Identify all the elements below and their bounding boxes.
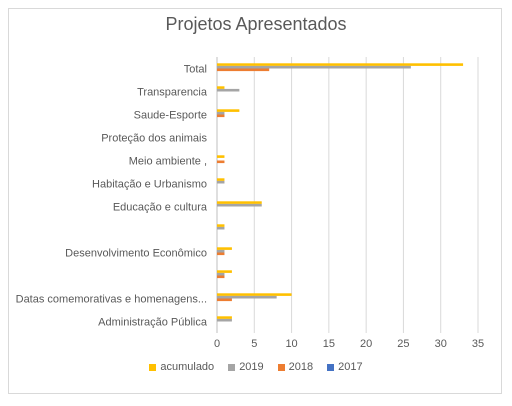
bar-acumulado — [217, 270, 232, 273]
legend-item: 2019 — [228, 361, 264, 373]
legend-label: acumulado — [160, 361, 215, 373]
bar-acumulado — [217, 247, 232, 250]
bar-acumulado — [217, 201, 262, 204]
legend-swatch — [228, 363, 236, 371]
legend-label: 2017 — [338, 361, 363, 373]
bar-2018 — [217, 298, 232, 302]
bar-2018 — [217, 160, 225, 164]
bar-acumulado — [217, 86, 225, 89]
bar-2018 — [217, 68, 270, 72]
legend-item: 2018 — [277, 361, 314, 373]
x-tick-label: 30 — [435, 338, 447, 350]
x-tick-label: 35 — [472, 338, 484, 350]
bar-acumulado — [217, 178, 225, 181]
legend: acumulado 2019 2018 2017 — [0, 361, 512, 373]
legend-label: 2019 — [239, 361, 264, 373]
bar-2019 — [217, 180, 225, 184]
chart-frame — [8, 8, 502, 394]
category-label: Total — [184, 64, 207, 76]
bar-2019 — [217, 65, 411, 69]
bar-2019 — [217, 88, 240, 92]
bar-2019 — [217, 111, 225, 115]
legend-label: 2018 — [288, 361, 314, 373]
bar-2019 — [217, 226, 225, 230]
bar-2018 — [217, 114, 225, 118]
bar-acumulado — [217, 293, 292, 296]
legend-swatch — [277, 363, 285, 371]
chart-title: Projetos Apresentados — [165, 14, 347, 34]
legend-swatch — [149, 363, 157, 371]
category-label: Educação e cultura — [113, 202, 208, 214]
bar-acumulado — [217, 155, 225, 158]
bar-acumulado — [217, 316, 232, 319]
x-tick-label: 0 — [214, 338, 220, 350]
legend-swatch — [327, 363, 335, 371]
category-label: Datas comemorativas e homenagens... — [16, 294, 207, 306]
x-tick-label: 25 — [397, 338, 409, 350]
category-label: Desenvolvimento Econômico — [65, 248, 207, 260]
bar-2019 — [217, 203, 262, 207]
category-label: Transparencia — [137, 87, 208, 99]
x-tick-label: 10 — [285, 338, 297, 350]
x-tick-label: 5 — [251, 338, 257, 350]
legend-item: 2017 — [327, 361, 363, 373]
bar-2019 — [217, 249, 225, 253]
bar-2018 — [217, 252, 225, 256]
category-label: Habitação e Urbanismo — [92, 179, 207, 191]
bar-acumulado — [217, 224, 225, 227]
bar-2018 — [217, 275, 225, 279]
category-label: Meio ambiente , — [129, 156, 207, 168]
category-label: Saude-Esporte — [134, 110, 207, 122]
category-label: Administração Pública — [98, 317, 208, 329]
bar-acumulado — [217, 109, 240, 112]
legend-item: acumulado — [149, 361, 214, 373]
bar-2019 — [217, 318, 232, 322]
bar-2019 — [217, 295, 277, 299]
bar-acumulado — [217, 63, 464, 66]
category-label: Proteção dos animais — [101, 133, 207, 145]
x-tick-label: 15 — [323, 338, 335, 350]
bar-2019 — [217, 272, 225, 276]
x-tick-label: 20 — [360, 338, 372, 350]
